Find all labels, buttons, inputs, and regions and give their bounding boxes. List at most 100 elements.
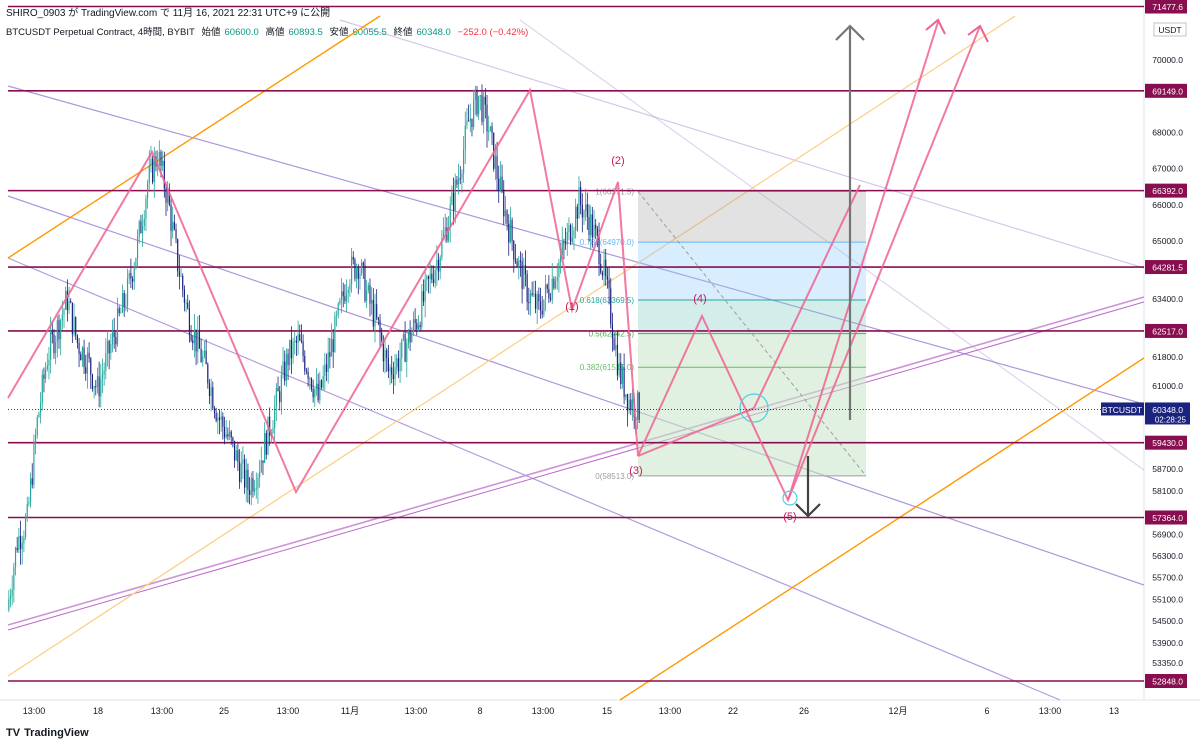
candle-body — [23, 537, 25, 544]
wave-label: (2) — [611, 155, 624, 167]
candle-body — [307, 371, 309, 379]
candle-body — [205, 350, 207, 365]
candle-body — [100, 378, 102, 397]
candle-body — [249, 490, 251, 495]
candle-body — [591, 214, 593, 238]
candle-body — [374, 304, 376, 327]
candle-body — [247, 469, 249, 491]
legend-close-value: 60348.0 — [416, 27, 451, 38]
candle-body — [198, 329, 201, 349]
candle-body — [509, 219, 512, 243]
candle-body — [544, 284, 547, 300]
x-axis-tick: 13:00 — [405, 706, 428, 716]
candle-body — [152, 158, 154, 183]
candle-body — [608, 279, 610, 289]
legend-open-value: 60600.0 — [224, 27, 259, 38]
candle-body — [352, 256, 354, 260]
symbol-legend: BTCUSDT Perpetual Contract, 4時間, BYBIT 始… — [6, 24, 532, 38]
candle-body — [190, 335, 192, 341]
candle-body — [233, 440, 236, 461]
candle-body — [541, 310, 543, 315]
candle-body — [172, 221, 174, 231]
candle-body — [437, 259, 440, 272]
candle-body — [337, 303, 339, 315]
y-axis-tick: 61800.0 — [1152, 352, 1183, 362]
candle-body — [595, 224, 597, 229]
candle-body — [282, 361, 284, 376]
candle-body — [66, 290, 68, 311]
y-axis-tick: 56900.0 — [1152, 529, 1183, 539]
candle-body — [167, 189, 169, 203]
candle-body — [83, 347, 85, 368]
elliott-wave-path — [7, 21, 939, 503]
legend-symbol[interactable]: BTCUSDT Perpetual Contract, 4時間, BYBIT — [6, 27, 195, 38]
candle-body — [267, 416, 269, 455]
candle-body — [310, 378, 313, 390]
candle-body — [351, 256, 353, 285]
candle-body — [588, 216, 590, 236]
candle-body — [8, 599, 10, 611]
tradingview-brand[interactable]: TV TradingView — [6, 727, 89, 739]
candle-body — [396, 358, 398, 368]
wave-label: (4) — [693, 293, 706, 305]
fib-zone — [638, 191, 866, 243]
candle-body — [593, 224, 595, 238]
candle-body — [14, 547, 17, 568]
candle-body — [606, 276, 608, 280]
candle-body — [625, 394, 627, 398]
candle-body — [290, 339, 292, 359]
candle-body — [586, 204, 588, 217]
candle-body — [212, 387, 214, 409]
candle-body — [113, 332, 115, 337]
candle-body — [349, 284, 351, 290]
candle-body — [265, 432, 267, 455]
candle-body — [138, 221, 140, 237]
candle-body — [478, 95, 480, 115]
candle-body — [371, 300, 373, 304]
candle-body — [474, 89, 476, 101]
candle-body — [13, 567, 15, 590]
candle-body — [503, 189, 505, 217]
legend-low-label: 安値 — [329, 27, 349, 38]
candle-body — [508, 223, 510, 243]
candle-body — [220, 416, 222, 420]
up-arrow-head — [835, 24, 865, 41]
candle-body — [180, 275, 182, 277]
candle-body — [314, 389, 316, 398]
candle-body — [518, 260, 520, 267]
candle-body — [501, 176, 503, 190]
candle-body — [376, 304, 378, 318]
candle-body — [208, 383, 211, 397]
candle-body — [367, 285, 369, 291]
candle-body — [546, 284, 548, 289]
candle-body — [563, 242, 565, 244]
x-axis-tick: 22 — [728, 706, 738, 716]
wave-label: (5) — [783, 511, 796, 523]
candle-body — [638, 392, 640, 420]
candle-body — [260, 460, 262, 472]
countdown-timer: 02:28:25 — [1155, 415, 1187, 424]
candle-body — [48, 359, 50, 366]
fib-zone — [638, 242, 866, 301]
candle-body — [245, 469, 247, 488]
candle-body — [153, 156, 155, 183]
candle-body — [402, 334, 405, 340]
candle-body — [187, 302, 189, 309]
candle-body — [543, 299, 545, 315]
candle-body — [565, 243, 567, 245]
candle-body — [616, 344, 619, 376]
sr-level-badge — [1145, 183, 1187, 198]
candle-body — [110, 344, 112, 354]
candle-body — [504, 210, 506, 217]
legend-change-value: −252.0 (−0.42%) — [457, 27, 529, 38]
candle-body — [534, 293, 537, 309]
candle-body — [531, 293, 533, 295]
candle-body — [203, 350, 206, 357]
candle-body — [275, 388, 277, 407]
candle-body — [300, 340, 303, 342]
fib-zone — [638, 300, 866, 334]
candle-body — [41, 374, 43, 404]
candle-body — [103, 370, 105, 375]
candle-body — [449, 204, 451, 228]
